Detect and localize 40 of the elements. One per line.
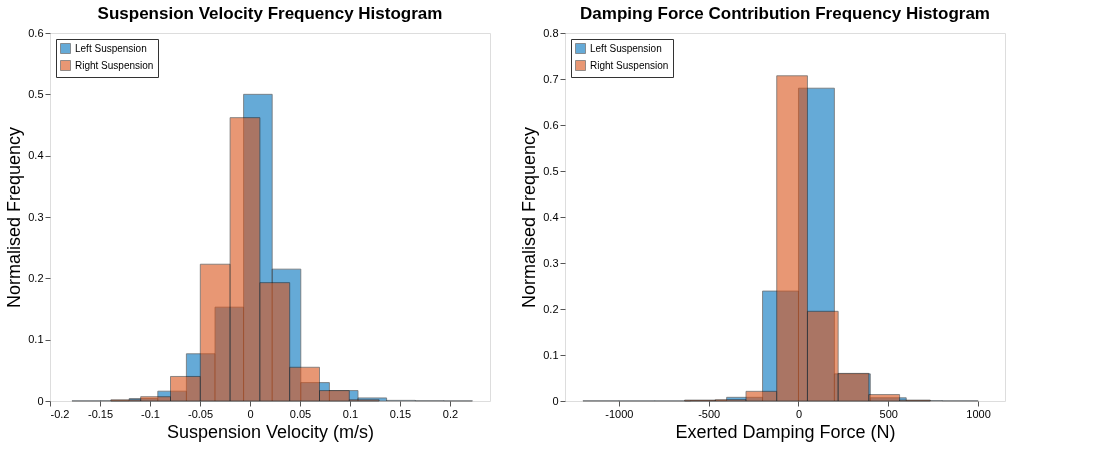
x-axis-title: Suspension Velocity (m/s): [166, 421, 375, 442]
x-tick-label: -0.15: [87, 407, 114, 420]
y-tick-label: 0.3: [543, 256, 559, 269]
x-tick-label: 0.2: [442, 407, 459, 420]
x-tick-label: 0.05: [289, 407, 312, 420]
y-tick-label: 0.3: [28, 210, 44, 223]
y-tick-label: 0.4: [28, 149, 44, 162]
y-axis-title: Normalised Frequency: [519, 126, 540, 309]
x-tick-label: -0.2: [50, 407, 70, 420]
chart-title: Suspension Velocity Frequency Histogram: [97, 4, 443, 23]
y-tick-label: 0.5: [543, 164, 559, 177]
y-tick-label: 0: [37, 394, 44, 407]
x-tick-label: -500: [698, 407, 721, 420]
legend-label: Right Suspension: [590, 59, 669, 71]
x-tick-label: 0: [247, 407, 254, 420]
y-axis-title: Normalised Frequency: [4, 126, 25, 309]
x-tick-label: -1000: [605, 407, 634, 420]
y-tick-label: 0.2: [543, 302, 559, 315]
legend-label: Left Suspension: [75, 42, 147, 54]
y-tick-label: 0.1: [543, 348, 559, 361]
y-tick-label: 0.4: [543, 210, 559, 223]
x-tick-label: 0.1: [342, 407, 359, 420]
x-axis-title: Exerted Damping Force (N): [675, 421, 896, 442]
y-tick-label: 0.8: [543, 26, 559, 39]
x-tick-label: 0: [795, 407, 803, 420]
y-tick-label: 0: [552, 394, 559, 407]
y-tick-label: 0.1: [28, 333, 44, 346]
x-tick-label: 500: [879, 407, 898, 420]
x-tick-label: -0.1: [141, 407, 160, 420]
y-tick-label: 0.2: [28, 271, 44, 284]
chart-title: Damping Force Contribution Frequency Histogram: [580, 4, 990, 23]
y-tick-label: 0.6: [543, 118, 559, 131]
legend-label: Left Suspension: [590, 42, 662, 54]
y-tick-label: 0.5: [28, 87, 44, 100]
x-tick-label: -0.05: [187, 407, 214, 420]
x-tick-label: 0.15: [389, 407, 412, 420]
x-tick-label: 1000: [966, 407, 991, 420]
legend-label: Right Suspension: [75, 59, 154, 71]
y-tick-label: 0.7: [543, 72, 559, 85]
y-tick-label: 0.6: [28, 26, 44, 39]
